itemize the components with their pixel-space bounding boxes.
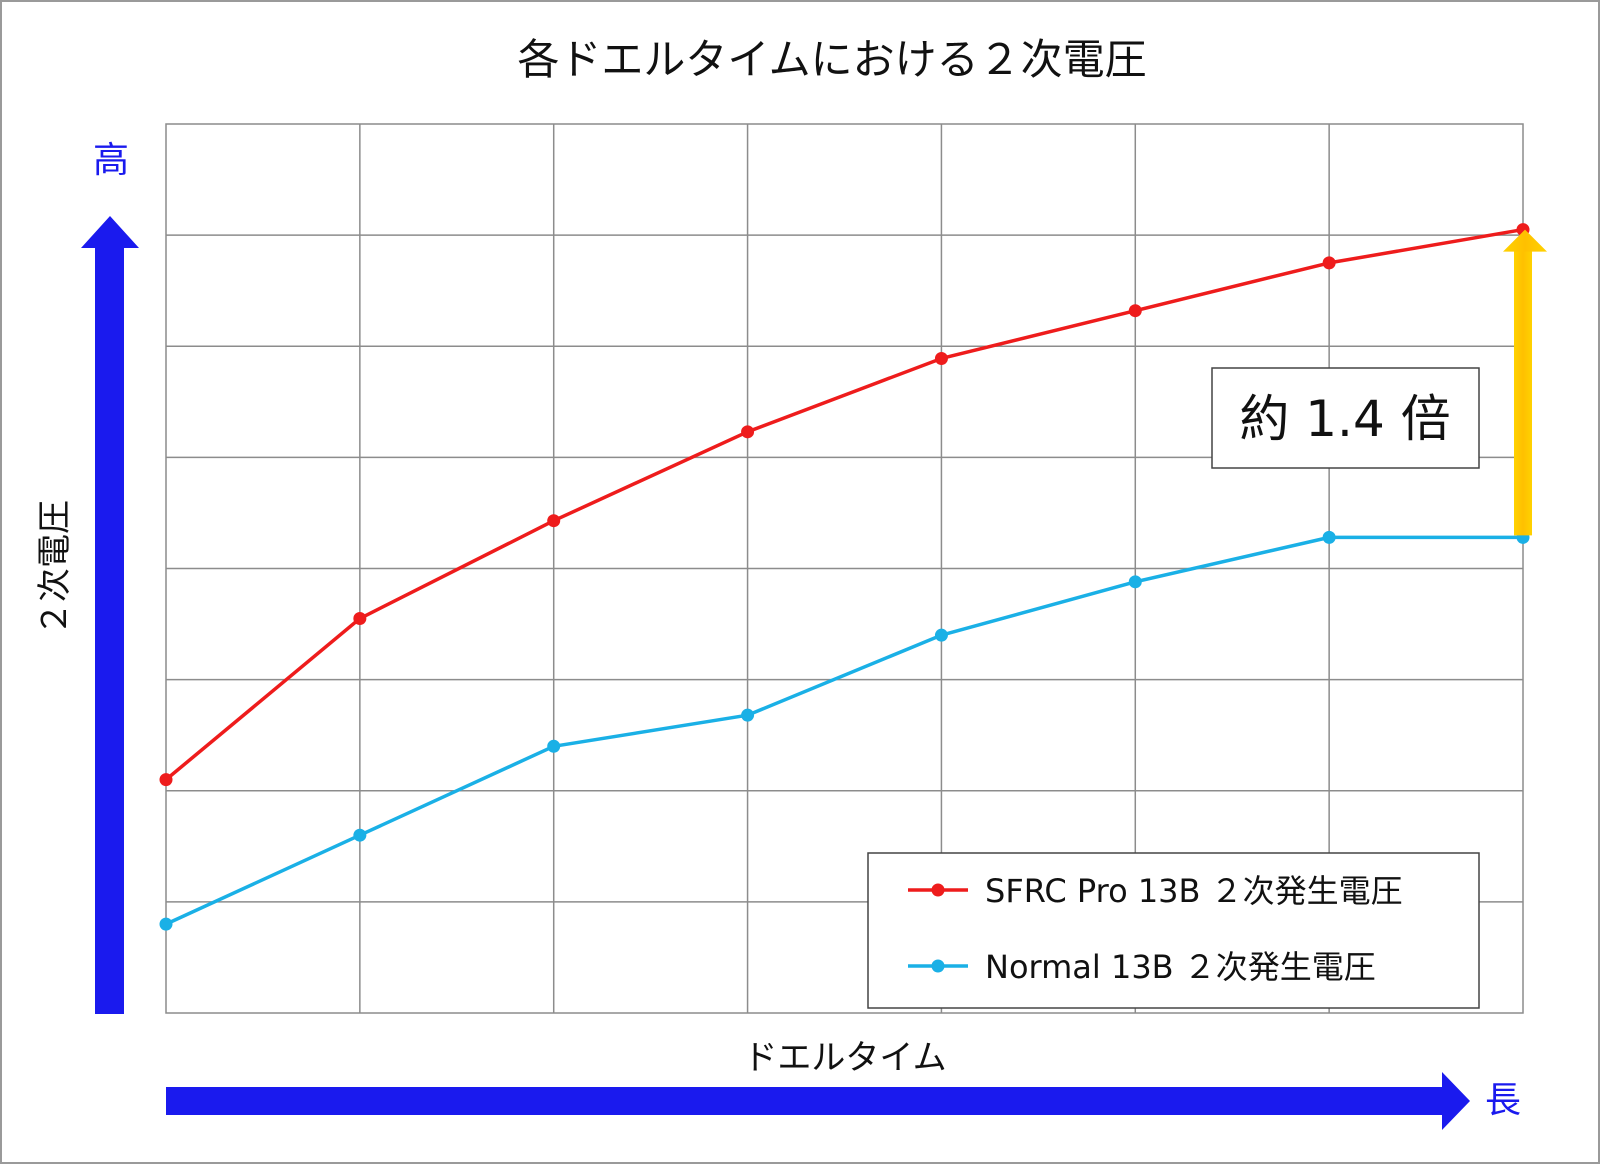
series-1 xyxy=(159,530,1530,931)
ratio-annotation-box xyxy=(1211,367,1480,469)
data-point xyxy=(353,612,367,626)
data-point xyxy=(934,351,948,365)
data-point xyxy=(159,773,173,787)
ratio-arrow-head xyxy=(1503,229,1547,252)
data-point xyxy=(1128,575,1142,589)
y-axis-label: ２次電圧 xyxy=(35,500,75,636)
x-axis-arrow-head xyxy=(1442,1072,1470,1130)
y-axis-arrow-shaft xyxy=(95,246,124,1014)
data-point xyxy=(934,628,948,642)
data-point xyxy=(1322,530,1336,544)
series-layer xyxy=(159,223,1530,931)
legend-label: SFRC Pro 13B ２次発生電圧 xyxy=(985,872,1403,910)
series-line xyxy=(165,535,1523,926)
legend-items: SFRC Pro 13B ２次発生電圧 Normal 13B ２次発生電圧 xyxy=(908,872,1403,986)
legend-label: Normal 13B ２次発生電圧 xyxy=(985,948,1376,986)
legend-item: Normal 13B ２次発生電圧 xyxy=(908,948,1376,986)
plot-area xyxy=(165,123,1524,1014)
x-axis-end-label: 長 xyxy=(1485,1080,1521,1121)
series-line xyxy=(164,227,1524,781)
legend: SFRC Pro 13B ２次発生電圧 Normal 13B ２次発生電圧 xyxy=(867,852,1480,1009)
y-axis-arrow xyxy=(81,216,139,1014)
ratio-arrow-shaft xyxy=(1514,249,1532,536)
x-axis-arrow xyxy=(166,1072,1470,1130)
legend-swatch-marker xyxy=(931,883,945,897)
ratio-arrow xyxy=(1503,229,1547,536)
chart-title: 各ドエルタイムにおける２次電圧 xyxy=(517,35,1146,84)
data-point xyxy=(741,708,755,722)
data-point xyxy=(1322,256,1336,270)
y-axis-arrow-head xyxy=(81,216,139,248)
data-point xyxy=(1128,304,1142,318)
ratio-annotation-text: 約 1.4 倍 xyxy=(1239,390,1450,448)
x-axis-arrow-shaft xyxy=(166,1087,1446,1115)
legend-box xyxy=(867,852,1480,1009)
data-point xyxy=(159,917,173,931)
legend-item: SFRC Pro 13B ２次発生電圧 xyxy=(908,872,1403,910)
data-point xyxy=(353,828,367,842)
data-point xyxy=(741,425,755,439)
x-axis-label: ドエルタイム xyxy=(743,1038,946,1078)
data-point xyxy=(547,739,561,753)
y-axis-end-label: 高 xyxy=(93,140,129,181)
legend-swatch-marker xyxy=(931,959,945,973)
data-point xyxy=(547,514,561,528)
